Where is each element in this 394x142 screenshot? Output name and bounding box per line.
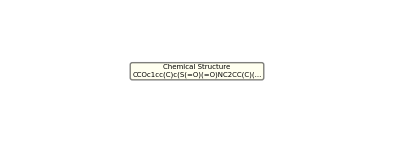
Text: Chemical Structure
CCOc1cc(C)c(S(=O)(=O)NC2CC(C)(...: Chemical Structure CCOc1cc(C)c(S(=O)(=O)… xyxy=(132,64,262,78)
